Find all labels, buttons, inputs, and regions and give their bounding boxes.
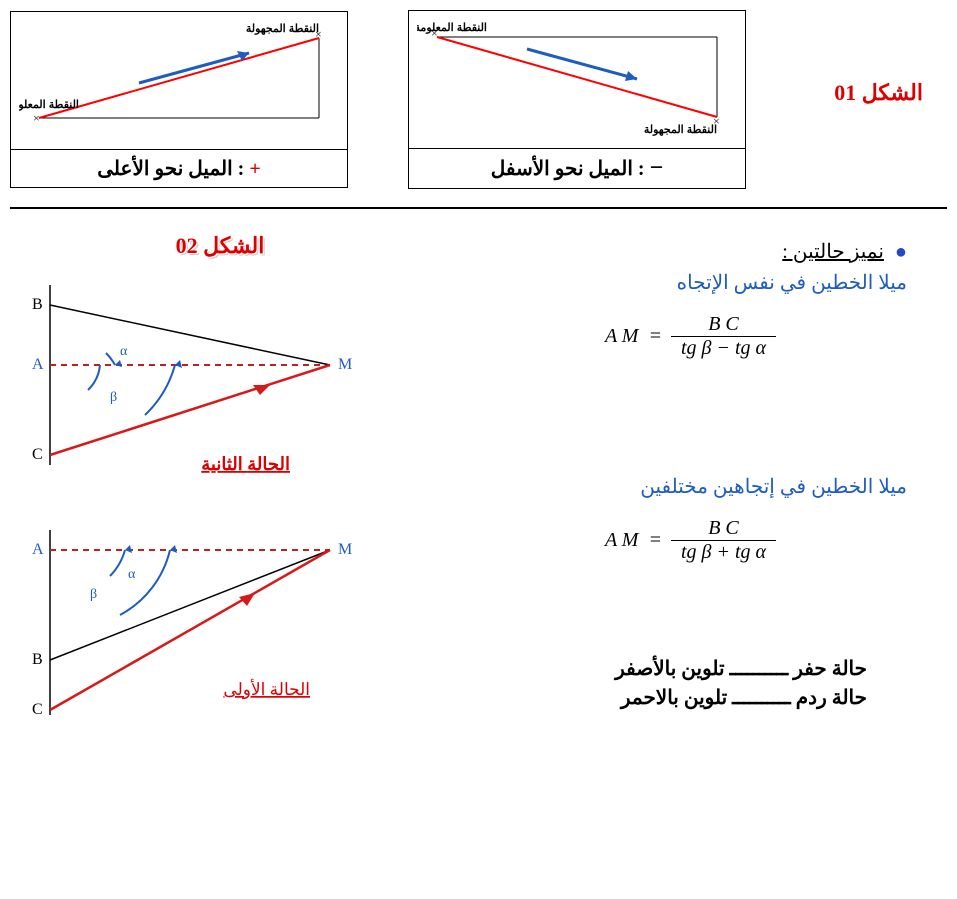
label-M: M — [338, 356, 352, 373]
case-same-heading: ميلا الخطين في نفس الإتجاه — [470, 270, 907, 295]
label-A: A — [32, 541, 44, 558]
formula-same-lhs: A M — [605, 325, 639, 347]
text-column: ● نميز حالتين : ميلا الخطين في نفس الإتج… — [430, 227, 947, 714]
panel-incline-up-svg: × × النقطة المعلومة النقطة المجهولة — [10, 11, 348, 150]
label-alpha: α — [120, 344, 128, 359]
label-B: B — [32, 651, 43, 668]
incline-up-diagram: × × النقطة المعلومة النقطة المجهولة — [19, 18, 339, 138]
case-diff-label: الحالة الأولى — [223, 679, 310, 700]
formula-same-num: B C — [708, 313, 739, 335]
bullet-icon: ● — [895, 241, 907, 263]
label-alpha: α — [128, 567, 136, 582]
panel-incline-up: × × النقطة المعلومة النقطة المجهولة + : … — [10, 11, 348, 188]
label-beta: β — [90, 587, 97, 602]
legend-line-2: حالة ردم ــــــــــ تلوين بالاحمر — [430, 685, 867, 710]
label-A: A — [32, 356, 44, 373]
caption-up-text: : الميل نحو الأعلى — [97, 158, 244, 180]
two-cases-text: نميز حالتين : — [782, 241, 884, 263]
label-B: B — [32, 296, 43, 313]
case-same-label: الحالة الثانية — [201, 454, 290, 474]
formula-diff-num: B C — [708, 517, 739, 539]
diagram-case-same: A B C M α β الحالة الثانية — [10, 275, 390, 485]
figure-01-row: × × النقطة المعلومة النقطة المجهولة + : … — [10, 10, 947, 189]
formula-same-den: tg β − tg α — [681, 337, 766, 359]
case-diff-heading: ميلا الخطين في إتجاهين مختلفين — [470, 474, 907, 499]
caption-down-text: : الميل نحو الأسفل — [491, 158, 645, 180]
figure-01-label: الشكل 01 — [834, 80, 923, 106]
separator — [10, 207, 947, 209]
formula-diff-lhs: A M — [605, 529, 639, 551]
label-M: M — [338, 541, 352, 558]
figure-02-label: الشكل 02 — [10, 233, 430, 259]
label-beta: β — [110, 390, 117, 405]
label-C: C — [32, 701, 43, 718]
panel-incline-down-svg: × × النقطة المعلومة النقطة المجهولة — [408, 10, 746, 149]
formula-same: A M = B C tg β − tg α — [430, 313, 947, 360]
formula-diff: A M = B C tg β + tg α — [430, 517, 947, 564]
legend-line-1: حالة حفر ــــــــــ تلوين بالأصفر — [430, 656, 867, 681]
svg-text:×: × — [33, 111, 40, 125]
panel-incline-down: × × النقطة المعلومة النقطة المجهولة − : … — [408, 10, 746, 189]
two-cases-line: ● نميز حالتين : — [430, 239, 907, 264]
caption-incline-up: + : الميل نحو الأعلى — [10, 150, 348, 188]
diagram-case-diff: A B C M α β الحالة الأولى — [10, 520, 390, 730]
minus-sign: − — [650, 155, 664, 181]
figure-01-panels: × × النقطة المعلومة النقطة المجهولة + : … — [10, 10, 746, 189]
unknown-point-label: النقطة المجهولة — [644, 124, 717, 136]
caption-incline-down: − : الميل نحو الأسفل — [408, 149, 746, 189]
formula-diff-den: tg β + tg α — [681, 541, 766, 563]
figure-02-row: الشكل 02 A B C M α β الحالة — [10, 227, 947, 735]
known-point-label: النقطة المعلومة — [417, 22, 487, 34]
unknown-point-label: النقطة المجهولة — [246, 23, 319, 35]
incline-down-diagram: × × النقطة المعلومة النقطة المجهولة — [417, 17, 737, 137]
figure-02-diagrams: الشكل 02 A B C M α β الحالة — [10, 227, 430, 735]
plus-sign: + — [249, 158, 260, 180]
known-point-label: النقطة المعلومة — [19, 99, 79, 111]
label-C: C — [32, 446, 43, 463]
